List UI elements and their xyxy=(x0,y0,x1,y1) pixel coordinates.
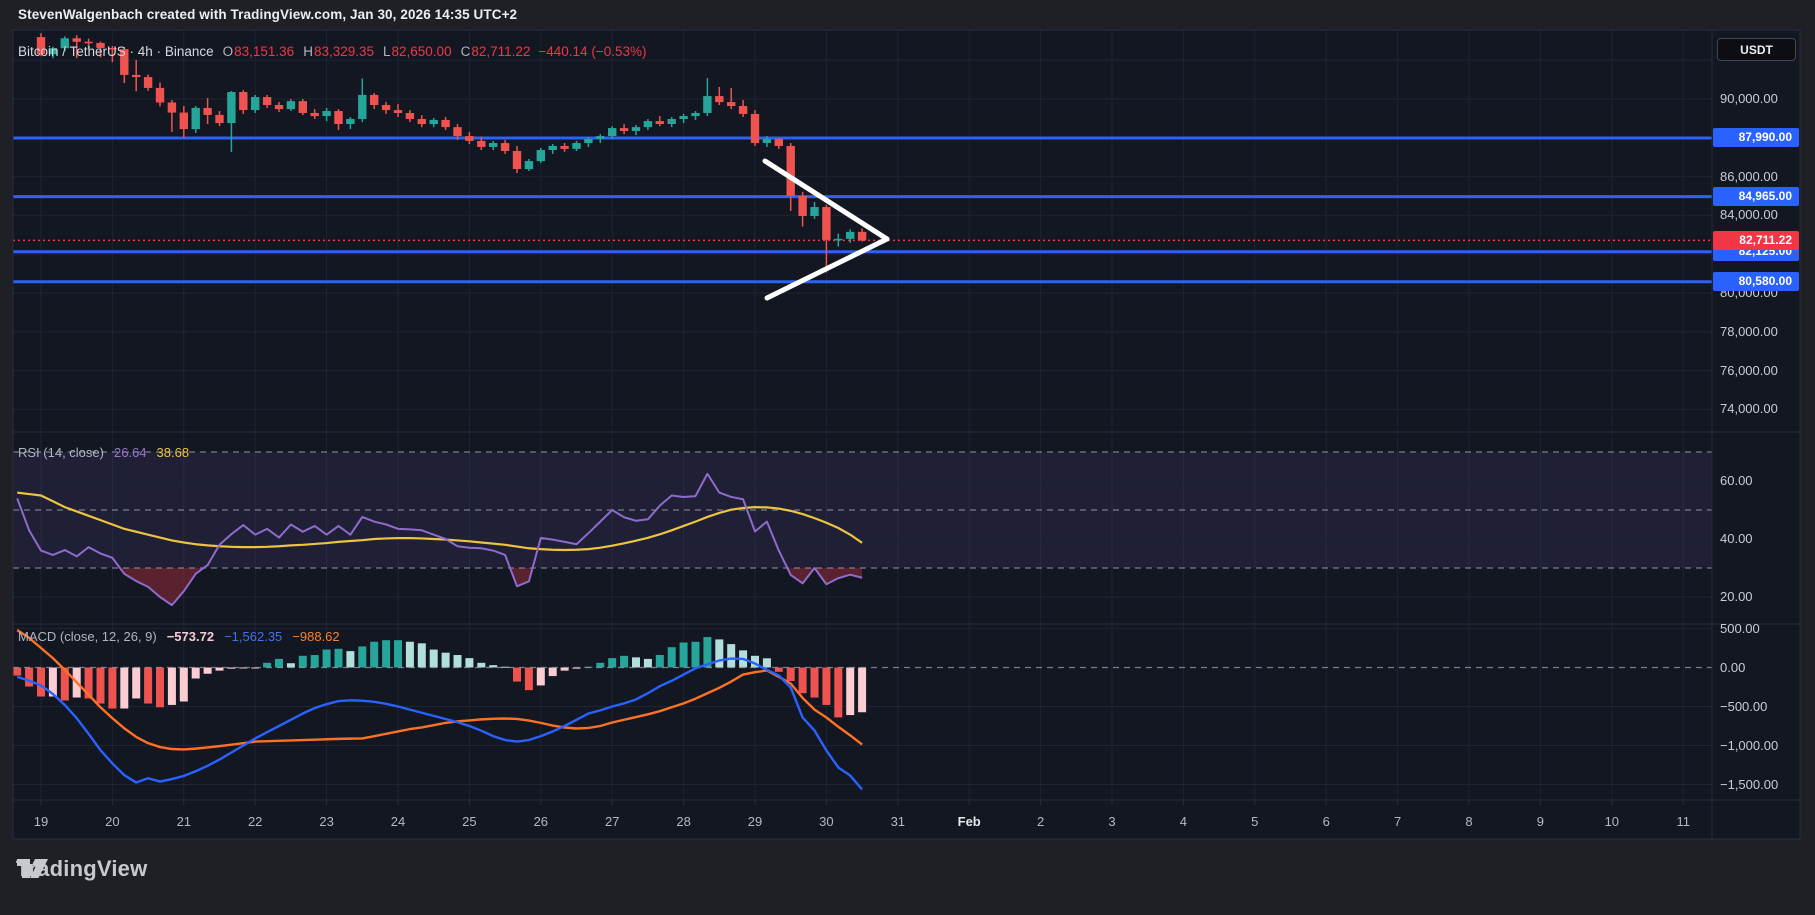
snapshot-attribution: StevenWalgenbach created with TradingVie… xyxy=(18,7,518,22)
time-axis-label: 24 xyxy=(390,814,406,829)
time-axis-label: 5 xyxy=(1251,814,1259,829)
symbol-title: Bitcoin / TetherUS · 4h · Binance xyxy=(18,44,214,59)
symbol-legend[interactable]: Bitcoin / TetherUS · 4h · Binance O 83,1… xyxy=(18,44,646,59)
price-level-badge: 80,580.00 xyxy=(1713,272,1799,292)
time-axis-label: 27 xyxy=(604,814,620,829)
rsi-ma-value: 38.68 xyxy=(156,445,190,460)
time-axis-label: 20 xyxy=(105,814,120,829)
price-axis-label: 76,000.00 xyxy=(1720,362,1778,378)
rsi-value: 26.64 xyxy=(113,445,147,460)
time-axis-label: 23 xyxy=(319,814,334,829)
price-level-badge: 84,965.00 xyxy=(1713,187,1799,207)
macd-axis-label: −500.00 xyxy=(1720,698,1768,714)
macd-line-value: −1,562.35 xyxy=(224,629,283,644)
time-axis-label: 30 xyxy=(819,814,834,829)
price-level-badge: 87,990.00 xyxy=(1713,128,1799,148)
low-label: L xyxy=(383,44,391,59)
time-axis-label: 25 xyxy=(462,814,477,829)
macd-axis-label: 0.00 xyxy=(1720,659,1746,675)
macd-axis-label: −1,000.00 xyxy=(1720,737,1779,753)
macd-title: MACD (close, 12, 26, 9) xyxy=(18,629,157,644)
time-axis-label: 7 xyxy=(1393,814,1402,829)
price-axis-label: 90,000.00 xyxy=(1720,91,1778,106)
currency-toggle-button[interactable]: USDT xyxy=(1717,38,1796,61)
macd-signal-value: −988.62 xyxy=(292,629,340,644)
time-axis-label: 26 xyxy=(533,814,549,829)
price-axis-label: 86,000.00 xyxy=(1720,168,1778,184)
macd-legend[interactable]: MACD (close, 12, 26, 9) −573.72 −1,562.3… xyxy=(18,629,340,644)
time-axis-label: 10 xyxy=(1604,814,1620,829)
time-axis-label: 19 xyxy=(33,814,49,829)
rsi-legend[interactable]: RSI (14, close) 26.64 38.68 xyxy=(18,445,189,460)
time-axis-label: 22 xyxy=(247,814,263,829)
macd-axis-label: 500.00 xyxy=(1720,620,1760,636)
open-label: O xyxy=(222,44,234,59)
time-axis-label: 2 xyxy=(1036,814,1045,829)
high-label: H xyxy=(303,44,313,59)
time-axis-label: 31 xyxy=(890,814,906,829)
time-axis-label: 11 xyxy=(1676,814,1690,829)
rsi-axis-label: 60.00 xyxy=(1720,473,1753,488)
time-axis-label: Feb xyxy=(957,814,981,829)
time-axis-label: 3 xyxy=(1108,814,1116,829)
price-axis-label: 74,000.00 xyxy=(1720,401,1778,417)
macd-hist-value: −573.72 xyxy=(166,629,215,644)
high-value: 83,329.35 xyxy=(313,44,374,59)
time-axis-label: 6 xyxy=(1322,814,1330,829)
open-value: 83,151.36 xyxy=(234,44,295,59)
close-label: C xyxy=(460,44,471,59)
current-price-badge: 82,711.22 xyxy=(1713,230,1799,250)
time-axis-label: 9 xyxy=(1536,814,1544,829)
chart-background xyxy=(13,30,1800,839)
tradingview-watermark: TradingView xyxy=(16,856,147,882)
low-value: 82,650.00 xyxy=(391,44,452,59)
tradingview-logo-icon xyxy=(17,859,48,878)
change-value: −440.14 (−0.53%) xyxy=(538,44,647,59)
time-axis-label: 4 xyxy=(1179,814,1187,829)
rsi-axis-label: 40.00 xyxy=(1720,531,1753,546)
time-axis-label: 21 xyxy=(176,814,192,829)
price-axis-label: 84,000.00 xyxy=(1720,207,1778,223)
time-axis-label: 28 xyxy=(676,814,691,829)
macd-axis-label: −1,500.00 xyxy=(1720,776,1779,792)
price-axis-label: 78,000.00 xyxy=(1720,323,1778,339)
rsi-axis-label: 20.00 xyxy=(1720,589,1753,604)
time-axis-label: 29 xyxy=(747,814,763,829)
rsi-title: RSI (14, close) xyxy=(18,445,104,460)
time-axis-label: 8 xyxy=(1465,814,1473,829)
close-value: 82,711.22 xyxy=(471,44,531,59)
